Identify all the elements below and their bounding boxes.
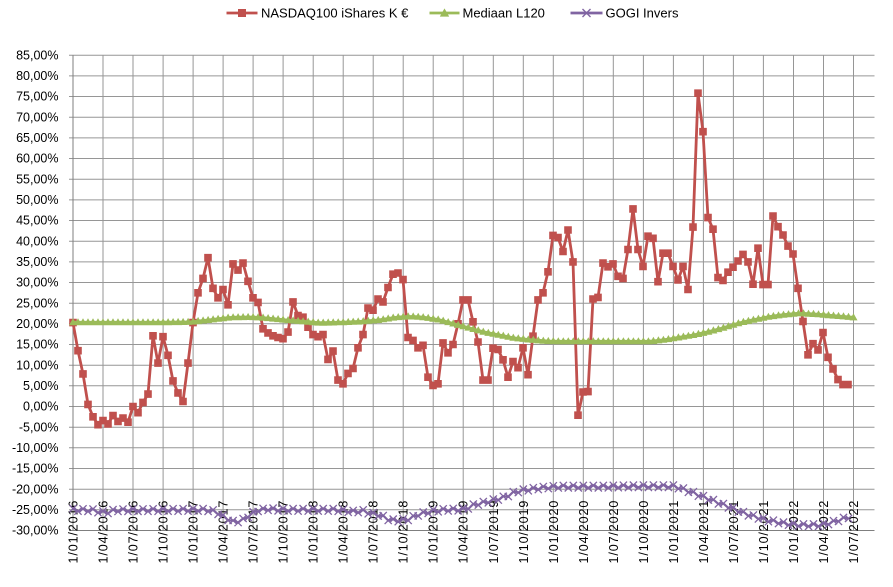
svg-text:GOGI Invers: GOGI Invers xyxy=(606,6,679,21)
svg-text:1/04/2019: 1/04/2019 xyxy=(457,500,471,564)
svg-text:55,00%: 55,00% xyxy=(16,172,58,186)
svg-text:1/01/2021: 1/01/2021 xyxy=(667,500,681,564)
svg-text:-5,00%: -5,00% xyxy=(19,420,59,434)
svg-text:-30,00%: -30,00% xyxy=(12,524,59,538)
svg-text:20,00%: 20,00% xyxy=(16,317,58,331)
svg-text:1/07/2017: 1/07/2017 xyxy=(247,500,261,564)
svg-text:1/07/2018: 1/07/2018 xyxy=(367,500,381,564)
svg-text:1/04/2018: 1/04/2018 xyxy=(337,500,351,564)
svg-text:1/04/2017: 1/04/2017 xyxy=(217,500,231,564)
svg-text:1/07/2020: 1/07/2020 xyxy=(607,500,621,564)
svg-text:1/10/2017: 1/10/2017 xyxy=(277,500,291,564)
svg-text:-25,00%: -25,00% xyxy=(12,503,59,517)
svg-text:1/01/2018: 1/01/2018 xyxy=(307,500,321,564)
svg-text:1/04/2021: 1/04/2021 xyxy=(697,500,711,564)
svg-text:1/07/2019: 1/07/2019 xyxy=(487,500,501,564)
svg-text:65,00%: 65,00% xyxy=(16,131,58,145)
svg-text:1/04/2020: 1/04/2020 xyxy=(577,500,591,564)
svg-text:Mediaan L120: Mediaan L120 xyxy=(463,6,545,21)
svg-text:1/01/2020: 1/01/2020 xyxy=(547,500,561,564)
svg-text:1/07/2016: 1/07/2016 xyxy=(127,500,141,564)
svg-text:1/07/2021: 1/07/2021 xyxy=(727,500,741,564)
svg-text:-15,00%: -15,00% xyxy=(12,462,59,476)
svg-text:1/01/2016: 1/01/2016 xyxy=(67,500,81,564)
svg-text:60,00%: 60,00% xyxy=(16,152,58,166)
svg-text:70,00%: 70,00% xyxy=(16,110,58,124)
svg-text:80,00%: 80,00% xyxy=(16,69,58,83)
svg-text:30,00%: 30,00% xyxy=(16,276,58,290)
svg-text:45,00%: 45,00% xyxy=(16,214,58,228)
svg-text:1/10/2020: 1/10/2020 xyxy=(637,500,651,564)
svg-text:1/04/2016: 1/04/2016 xyxy=(97,500,111,564)
svg-text:40,00%: 40,00% xyxy=(16,234,58,248)
svg-text:-20,00%: -20,00% xyxy=(12,482,59,496)
svg-text:1/04/2022: 1/04/2022 xyxy=(817,500,831,564)
svg-text:10,00%: 10,00% xyxy=(16,358,58,372)
svg-text:15,00%: 15,00% xyxy=(16,338,58,352)
svg-text:1/10/2021: 1/10/2021 xyxy=(757,500,771,564)
svg-text:25,00%: 25,00% xyxy=(16,296,58,310)
svg-text:75,00%: 75,00% xyxy=(16,90,58,104)
svg-text:85,00%: 85,00% xyxy=(16,48,58,62)
svg-text:1/01/2017: 1/01/2017 xyxy=(187,500,201,564)
svg-text:1/01/2022: 1/01/2022 xyxy=(787,500,801,564)
svg-text:1/10/2018: 1/10/2018 xyxy=(397,500,411,564)
svg-text:1/10/2016: 1/10/2016 xyxy=(157,500,171,564)
svg-text:0,00%: 0,00% xyxy=(23,400,58,414)
svg-text:NASDAQ100 iShares K €: NASDAQ100 iShares K € xyxy=(261,6,409,21)
svg-text:1/10/2019: 1/10/2019 xyxy=(517,500,531,564)
svg-text:50,00%: 50,00% xyxy=(16,193,58,207)
svg-text:35,00%: 35,00% xyxy=(16,255,58,269)
svg-text:5,00%: 5,00% xyxy=(23,379,58,393)
svg-text:-10,00%: -10,00% xyxy=(12,441,59,455)
svg-text:1/07/2022: 1/07/2022 xyxy=(847,500,861,564)
